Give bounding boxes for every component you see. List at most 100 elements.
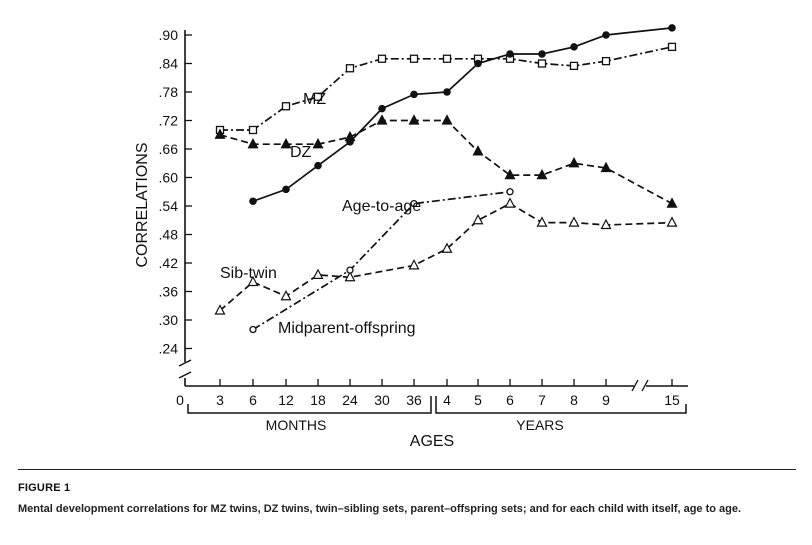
data-point-dz xyxy=(666,197,678,208)
series-label-sib-twin: Sib-twin xyxy=(220,265,277,282)
data-point-midparent-offspring xyxy=(506,188,514,196)
data-point-sib-twin xyxy=(600,218,612,230)
data-point-age-to-age xyxy=(346,138,354,146)
data-point-mz xyxy=(345,64,355,73)
y-tick-label: .72 xyxy=(159,113,179,129)
data-point-dz xyxy=(247,137,259,149)
data-point-sib-twin xyxy=(472,213,484,225)
x-tick-label: 5 xyxy=(474,392,482,408)
data-point-dz xyxy=(568,156,580,168)
data-point-age-to-age xyxy=(538,50,546,58)
data-point-dz xyxy=(214,128,226,139)
y-axis-label: CORRELATIONS xyxy=(134,142,151,267)
x-axis-label: AGES xyxy=(410,433,454,450)
data-point-sib-twin xyxy=(504,197,516,208)
series-labels: MZ DZ Age-to-age Sib-twin Midparent-offsprin… xyxy=(220,91,421,337)
x-tick-label: 12 xyxy=(278,392,294,408)
data-point-dz xyxy=(312,137,324,149)
data-point-sib-twin xyxy=(536,216,548,227)
x-tick-label: 4 xyxy=(443,392,451,408)
data-point-sib-twin xyxy=(666,216,678,227)
y-tick-label: .30 xyxy=(159,312,179,328)
data-point-age-to-age xyxy=(410,90,418,99)
data-point-dz xyxy=(504,168,516,180)
x-tick-label: 15 xyxy=(664,392,680,408)
data-point-mz xyxy=(537,59,547,68)
data-point-age-to-age xyxy=(668,24,676,32)
data-point-mz xyxy=(601,56,611,66)
data-point-mz xyxy=(442,54,452,63)
data-point-sib-twin xyxy=(441,242,453,253)
x-tick-label: 3 xyxy=(216,392,224,408)
series-line-age-to-age xyxy=(252,27,673,203)
figure-caption: Mental development correlations for MZ t… xyxy=(18,503,742,515)
x-axis-ticks: 0 3 6 12 18 24 30 36 4 5 6 7 8 9 15 xyxy=(176,379,680,408)
data-point-mz xyxy=(313,92,323,101)
months-group-label: MONTHS xyxy=(266,417,327,433)
x-tick-label: 30 xyxy=(374,392,390,408)
chart-axes xyxy=(178,30,688,414)
y-tick-label: .84 xyxy=(159,56,179,72)
data-point-dz xyxy=(280,137,292,149)
data-point-age-to-age xyxy=(474,59,482,68)
x-axis-break-mark xyxy=(631,379,639,392)
data-point-sib-twin xyxy=(214,304,226,315)
years-group-label: YEARS xyxy=(516,417,563,433)
data-point-age-to-age xyxy=(314,161,322,170)
data-point-age-to-age xyxy=(570,43,578,51)
months-bracket xyxy=(187,396,432,414)
data-point-age-to-age xyxy=(506,50,514,58)
data-point-mz xyxy=(248,125,258,135)
y-tick-label: .24 xyxy=(159,341,179,357)
figure-title: FIGURE 1 xyxy=(18,482,71,494)
data-point-age-to-age xyxy=(378,104,386,113)
data-point-age-to-age xyxy=(282,185,290,194)
data-point-sib-twin xyxy=(312,268,324,279)
x-tick-label: 24 xyxy=(342,392,358,408)
series-markers xyxy=(214,24,678,334)
data-point-mz xyxy=(281,102,291,111)
data-point-sib-twin xyxy=(408,259,420,270)
x-tick-label: 9 xyxy=(602,392,610,408)
data-point-sib-twin xyxy=(280,289,292,301)
x-tick-label: 36 xyxy=(406,392,422,408)
y-axis-ticks: .24 .30 .36 .42 .48 .54 .60 .66 .72 .78 .84 .90 xyxy=(159,27,192,357)
x-origin-label: 0 xyxy=(176,392,184,408)
y-axis-break-mark xyxy=(178,371,192,379)
y-tick-label: .48 xyxy=(159,227,179,243)
years-bracket xyxy=(435,396,687,414)
data-point-dz xyxy=(536,168,548,180)
series-line-mz xyxy=(220,46,673,131)
y-axis-break-mark xyxy=(178,359,192,367)
y-tick-label: .90 xyxy=(159,27,179,43)
y-tick-label: .36 xyxy=(159,284,179,300)
series-label-age-to-age: Age-to-age xyxy=(342,198,421,215)
x-tick-label: 6 xyxy=(249,392,257,408)
data-point-dz xyxy=(408,114,420,125)
x-tick-label: 7 xyxy=(538,392,546,408)
x-axis-break-mark xyxy=(641,379,649,392)
series-label-midparent-offspring: Midparent-offspring xyxy=(278,320,416,337)
x-tick-label: 18 xyxy=(310,392,326,408)
y-tick-label: .54 xyxy=(159,198,179,214)
data-point-sib-twin xyxy=(344,270,356,282)
data-point-age-to-age xyxy=(602,31,610,39)
data-point-mz xyxy=(667,42,677,52)
data-point-age-to-age xyxy=(249,197,257,206)
series-label-mz: MZ xyxy=(303,91,326,108)
data-point-sib-twin xyxy=(568,216,580,227)
data-point-dz xyxy=(472,145,484,156)
data-point-mz xyxy=(409,54,419,63)
y-tick-label: .78 xyxy=(159,84,179,100)
y-tick-label: .42 xyxy=(159,255,179,271)
data-point-mz xyxy=(377,54,387,63)
data-point-age-to-age xyxy=(443,88,451,96)
data-point-dz xyxy=(376,114,388,125)
data-point-midparent-offspring xyxy=(249,325,257,334)
series-label-dz: DZ xyxy=(290,144,312,161)
data-point-dz xyxy=(441,114,453,125)
y-tick-label: .66 xyxy=(159,141,179,157)
data-point-mz xyxy=(569,61,579,71)
y-tick-label: .60 xyxy=(159,170,179,186)
